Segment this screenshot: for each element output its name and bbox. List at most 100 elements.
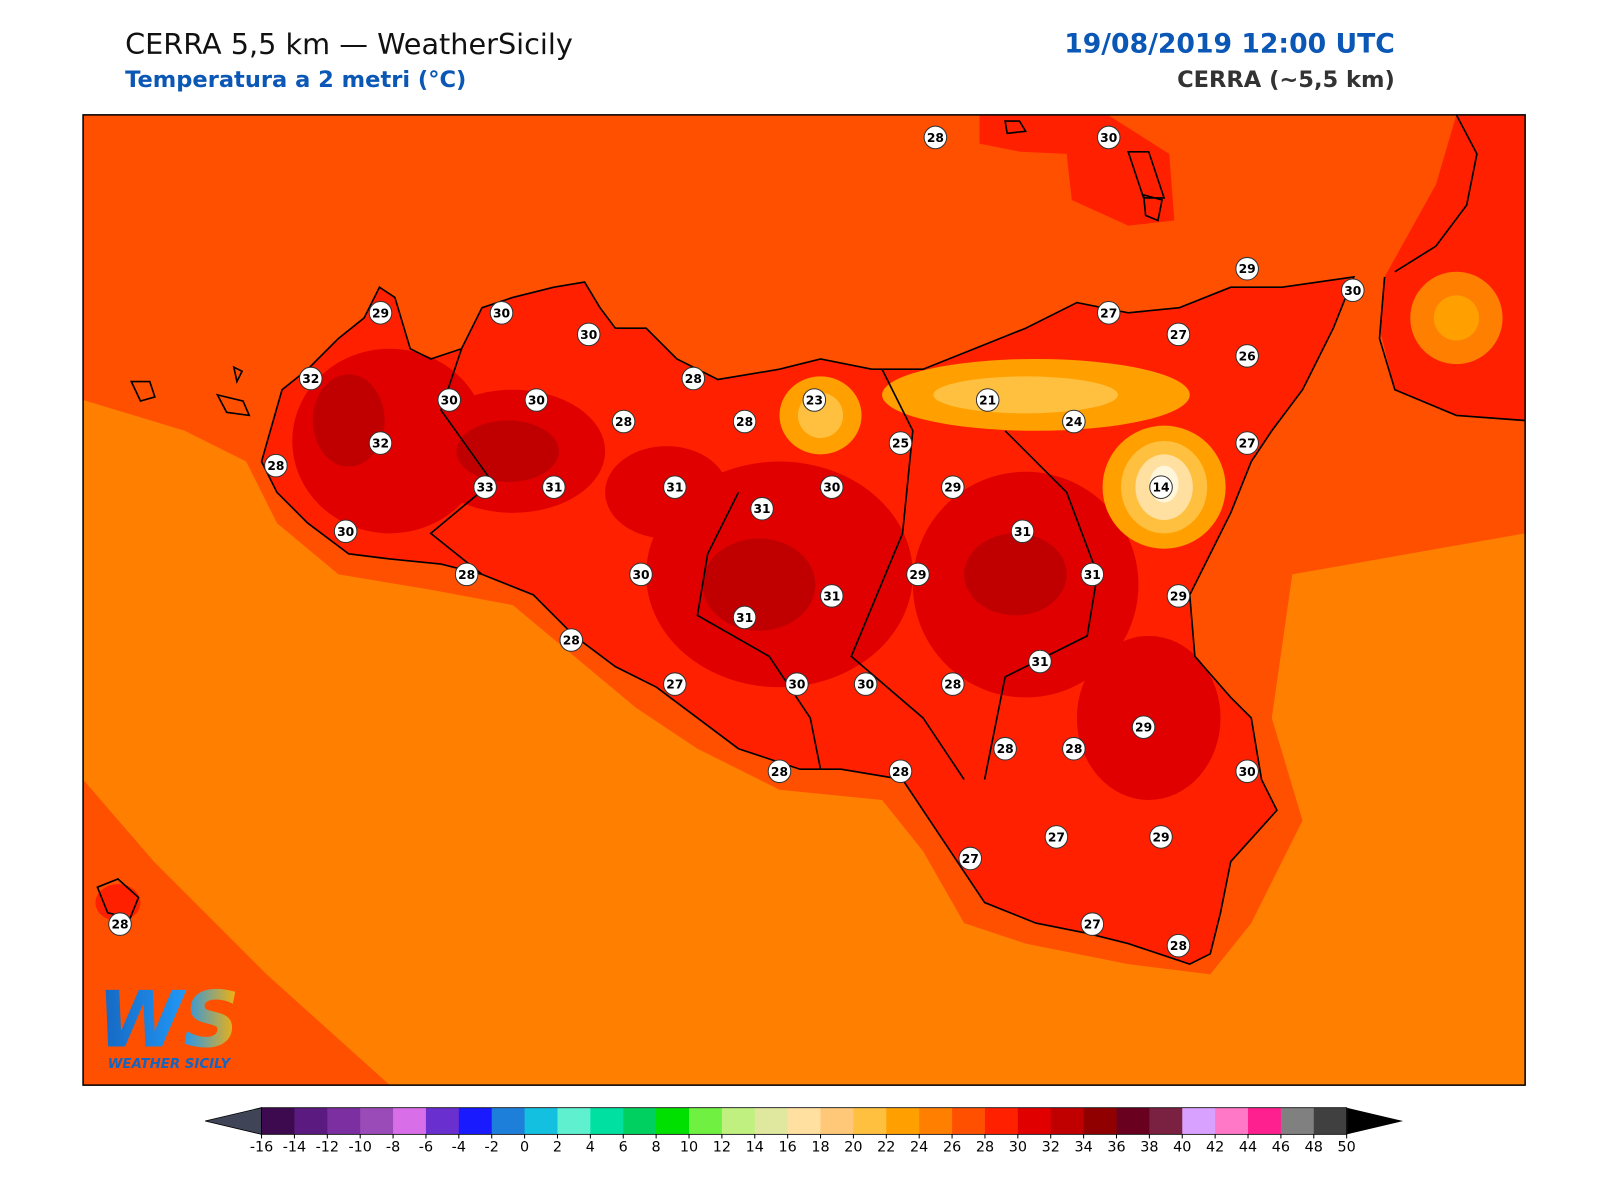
colorbar-swatch	[491, 1107, 526, 1135]
station-marker	[1166, 322, 1191, 347]
station-value: 28	[736, 415, 753, 429]
colorbar-tick-label: 34	[1074, 1140, 1092, 1156]
field-blob	[702, 538, 816, 631]
station-value: 14	[1152, 481, 1169, 495]
station-value: 31	[753, 502, 770, 516]
station-marker	[975, 388, 1000, 412]
station: 32	[368, 431, 393, 455]
station-value: 28	[927, 131, 944, 145]
colorbar-swatch	[1116, 1107, 1150, 1135]
colorbar-swatch	[557, 1107, 591, 1135]
station: 28	[264, 453, 288, 478]
station-marker	[1235, 431, 1259, 455]
logo-mark: WS	[97, 976, 239, 1066]
station-value: 30	[580, 328, 597, 342]
station-marker	[298, 366, 323, 391]
station: 31	[750, 496, 774, 521]
colorbar-swatch	[1083, 1107, 1118, 1135]
colorbar-swatch	[1248, 1107, 1282, 1135]
station: 28	[1062, 736, 1086, 761]
station-marker	[1010, 519, 1035, 544]
colorbar-tick-label: 32	[1042, 1140, 1060, 1156]
colorbar-swatch	[524, 1107, 558, 1135]
colorbar-swatch	[853, 1107, 887, 1135]
station-value: 30	[441, 394, 458, 408]
station-value: 29	[372, 306, 389, 320]
colorbar-tick-label: 24	[910, 1140, 928, 1156]
station-marker	[1149, 475, 1173, 499]
station-marker	[489, 301, 514, 325]
station-marker	[923, 125, 948, 150]
station-marker	[368, 431, 393, 455]
station: 30	[785, 672, 809, 696]
station-marker	[1341, 278, 1365, 303]
islands-field	[979, 114, 1175, 226]
station: 29	[1149, 825, 1173, 849]
colorbar-tick-label: 14	[746, 1140, 764, 1156]
station: 28	[732, 409, 757, 434]
title: CERRA 5,5 km — WeatherSicily	[125, 27, 573, 61]
colorbar-swatch	[425, 1107, 460, 1135]
station-value: 27	[1239, 437, 1256, 451]
colorbar-tick-label: 2	[553, 1140, 562, 1156]
station-value: 28	[997, 742, 1014, 756]
station-value: 21	[979, 394, 996, 408]
station-value: 28	[458, 568, 475, 582]
station: 28	[888, 759, 913, 784]
station: 28	[108, 912, 132, 936]
station-marker	[785, 672, 809, 696]
station: 33	[473, 475, 497, 499]
colorbar-tick-label: 50	[1338, 1140, 1356, 1156]
station-marker	[473, 475, 497, 499]
colorbar-tick-label: -10	[348, 1140, 371, 1156]
model-label: CERRA (~5,5 km)	[1177, 67, 1395, 93]
station-marker	[993, 736, 1017, 761]
station: 31	[1010, 519, 1035, 544]
station-value: 28	[267, 459, 284, 473]
colorbar-swatch	[721, 1107, 756, 1135]
field-blob	[964, 533, 1067, 616]
station: 27	[1096, 301, 1121, 325]
colorbar-tick-label: 46	[1272, 1140, 1290, 1156]
colorbar-tick-label: -6	[419, 1140, 433, 1156]
station: 30	[576, 322, 601, 347]
station-marker	[108, 912, 132, 936]
colorbar-tick-label: 12	[713, 1140, 731, 1156]
station-value: 23	[806, 394, 823, 408]
station-value: 30	[823, 481, 840, 495]
colorbar-swatch	[1017, 1107, 1052, 1135]
station: 27	[663, 672, 687, 696]
colorbar-tick-label: 30	[1009, 1140, 1027, 1156]
station-marker	[437, 388, 462, 412]
station-marker	[1096, 125, 1121, 150]
colorbar-swatch	[360, 1107, 394, 1135]
station: 24	[1062, 409, 1086, 434]
station-value: 27	[1048, 830, 1065, 844]
station: 28	[767, 759, 792, 784]
station-marker	[663, 672, 687, 696]
station: 30	[489, 301, 514, 325]
station: 23	[802, 388, 827, 412]
station-marker	[1166, 933, 1191, 958]
station-value: 30	[528, 394, 545, 408]
station-value: 31	[545, 481, 562, 495]
station-value: 30	[1344, 284, 1361, 298]
station-value: 33	[477, 481, 494, 495]
station-value: 31	[736, 611, 753, 625]
station: 27	[1080, 912, 1105, 936]
colorbar-swatch	[623, 1107, 657, 1135]
station-marker	[888, 759, 913, 784]
station-marker	[1028, 649, 1052, 674]
colorbar-swatch	[1215, 1107, 1249, 1135]
colorbar-over	[1346, 1107, 1404, 1135]
station: 27	[1044, 825, 1069, 849]
station-value: 31	[1031, 655, 1048, 669]
station-value: 30	[1100, 131, 1117, 145]
station-marker	[819, 475, 844, 499]
colorbar-swatch	[1280, 1107, 1315, 1135]
station-marker	[941, 672, 965, 696]
station-marker	[732, 605, 757, 630]
logo-caption: WEATHER SICILY	[108, 1057, 232, 1072]
station-marker	[611, 409, 636, 434]
